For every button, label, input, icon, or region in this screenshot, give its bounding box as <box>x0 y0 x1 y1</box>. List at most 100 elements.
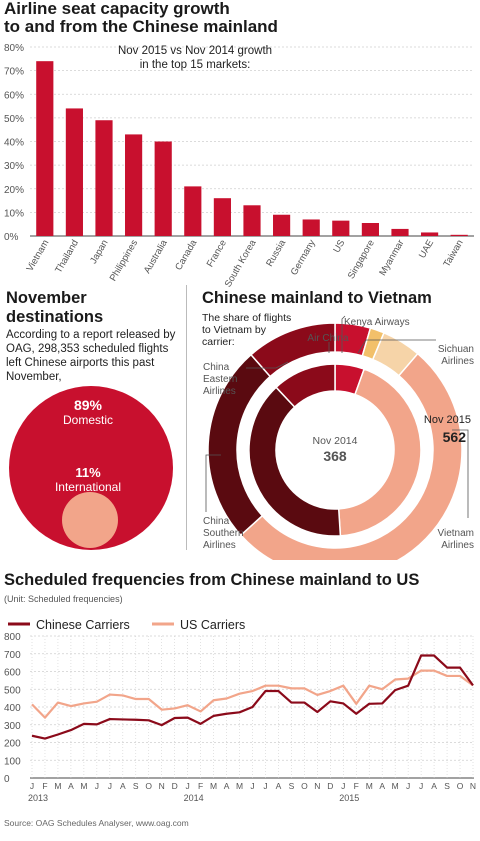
bar-annotation-line-1: Nov 2015 vs Nov 2014 growth <box>118 45 272 57</box>
line-month-label: N <box>159 781 165 791</box>
vietnam-heading: Chinese mainland to Vietnam <box>202 289 432 307</box>
line-ytick-label: 400 <box>4 703 21 714</box>
bar-germany <box>302 219 320 236</box>
bar-category-label: Vietnam <box>25 238 52 274</box>
bar-france <box>213 198 231 236</box>
vietnam-subtitle-line: to Vietnam by <box>202 324 267 336</box>
november-heading-line-1: November <box>6 289 87 307</box>
bar-annotation-line-2: in the top 15 markets: <box>140 59 251 71</box>
inner-ring-label: Nov 2014 <box>313 435 358 447</box>
line-month-label: A <box>68 781 74 791</box>
label-air-china: Air China <box>307 333 349 344</box>
line-month-label: O <box>457 781 464 791</box>
international-label: International <box>55 480 121 494</box>
vietnam-subtitle: The share of flights to Vietnam by carri… <box>202 312 291 348</box>
label-sichuan-2: Airlines <box>441 356 474 367</box>
frequencies-unit-note: (Unit: Scheduled frequencies) <box>4 594 123 604</box>
inner-segment-vietnam-airlines <box>337 368 422 537</box>
bar-ytick-label: 60% <box>4 90 24 101</box>
line-month-label: M <box>392 781 399 791</box>
line-ytick-label: 0 <box>4 774 10 785</box>
bar-category-label: Germany <box>289 238 318 278</box>
outer-segment-china-eastern-airlines <box>249 322 336 378</box>
bar-ytick-label: 40% <box>4 138 24 149</box>
source-note: Source: OAG Schedules Analyser, www.oag.… <box>4 818 189 828</box>
line-ytick-label: 800 <box>4 632 21 643</box>
line-month-label: D <box>172 781 178 791</box>
line-month-label: N <box>314 781 320 791</box>
line-month-label: M <box>236 781 243 791</box>
bar-category-label: UAE <box>417 238 436 260</box>
line-series-us-carriers <box>31 669 474 719</box>
line-month-label: A <box>276 781 282 791</box>
line-month-label: M <box>80 781 87 791</box>
bar-myanmar <box>391 228 409 236</box>
page-title: Airline seat capacity growth to and from… <box>4 0 278 36</box>
label-china-southern-1: China <box>203 516 230 527</box>
bar-ytick-label: 10% <box>4 208 24 219</box>
bar-category-label: US <box>331 238 347 255</box>
line-month-label: A <box>379 781 385 791</box>
line-month-label: J <box>406 781 410 791</box>
label-china-eastern-2: Eastern <box>203 374 237 385</box>
line-month-label: J <box>108 781 112 791</box>
donut-center <box>277 392 393 508</box>
line-month-label: S <box>444 781 450 791</box>
november-text-line: OAG, 298,353 scheduled flights <box>6 343 169 355</box>
label-china-southern-3: Airlines <box>203 540 236 551</box>
domestic-pct: 89% <box>74 397 103 413</box>
bar-category-label: Thailand <box>53 238 81 275</box>
bar-russia <box>273 214 291 236</box>
line-ytick-label: 300 <box>4 721 21 732</box>
section-divider <box>186 285 187 550</box>
bar-singapore <box>361 223 379 236</box>
growth-bar-chart: 0% 10% 20% 30% 40% 50% 60% 70% 80% Vietnam Thaila… <box>4 43 474 288</box>
november-text-line: According to a report released by <box>6 329 176 341</box>
label-vietnam-1: Vietnam <box>437 528 474 539</box>
label-china-eastern-1: China <box>203 362 230 373</box>
november-heading: November destinations <box>6 289 103 327</box>
vietnam-subtitle-line: The share of flights <box>202 312 292 324</box>
bar-australia <box>154 141 172 236</box>
line-month-label: J <box>186 781 190 791</box>
inner-ring-total: 368 <box>323 448 347 464</box>
line-month-label: M <box>54 781 61 791</box>
line-month-label: S <box>133 781 139 791</box>
line-series-chinese-carriers <box>31 654 474 740</box>
bar-category-label: Canada <box>173 237 200 272</box>
bar-thailand <box>65 108 83 236</box>
line-month-label: O <box>301 781 308 791</box>
bar-japan <box>95 120 113 236</box>
line-month-label: A <box>224 781 230 791</box>
line-month-label: F <box>354 781 359 791</box>
line-month-label: J <box>341 781 345 791</box>
bar-ytick-label: 0% <box>4 232 19 243</box>
line-month-label: F <box>198 781 203 791</box>
line-ytick-label: 500 <box>4 685 21 696</box>
inner-segment-china-eastern-airlines <box>275 363 336 409</box>
line-ytick-label: 700 <box>4 650 21 661</box>
label-china-eastern-3: Airlines <box>203 386 236 397</box>
bar-canada <box>184 186 202 236</box>
bar-category-label: France <box>205 238 229 269</box>
frequencies-heading: Scheduled frequencies from Chinese mainl… <box>4 571 420 589</box>
line-month-label: O <box>145 781 152 791</box>
line-month-label: M <box>210 781 217 791</box>
leader-kenya <box>341 315 346 353</box>
label-kenya: Kenya Airways <box>344 317 410 328</box>
bar-category-label: Japan <box>88 238 110 266</box>
line-month-label: J <box>263 781 267 791</box>
november-text-line: left Chinese airports this past <box>6 357 155 369</box>
international-circle <box>62 492 118 548</box>
line-year-label: 2014 <box>184 793 204 803</box>
november-heading-line-2: destinations <box>6 308 104 326</box>
bar-us <box>332 220 350 236</box>
line-ytick-label: 100 <box>4 756 21 767</box>
vietnam-donut-chart: Air China Kenya Airways Sichuan Airlines… <box>203 315 474 560</box>
november-text: According to a report released by OAG, 2… <box>6 328 175 384</box>
november-text-line: November, <box>6 371 62 383</box>
domestic-label: Domestic <box>63 413 113 427</box>
leader-sichuan <box>357 339 436 354</box>
bar-ytick-label: 70% <box>4 67 24 78</box>
